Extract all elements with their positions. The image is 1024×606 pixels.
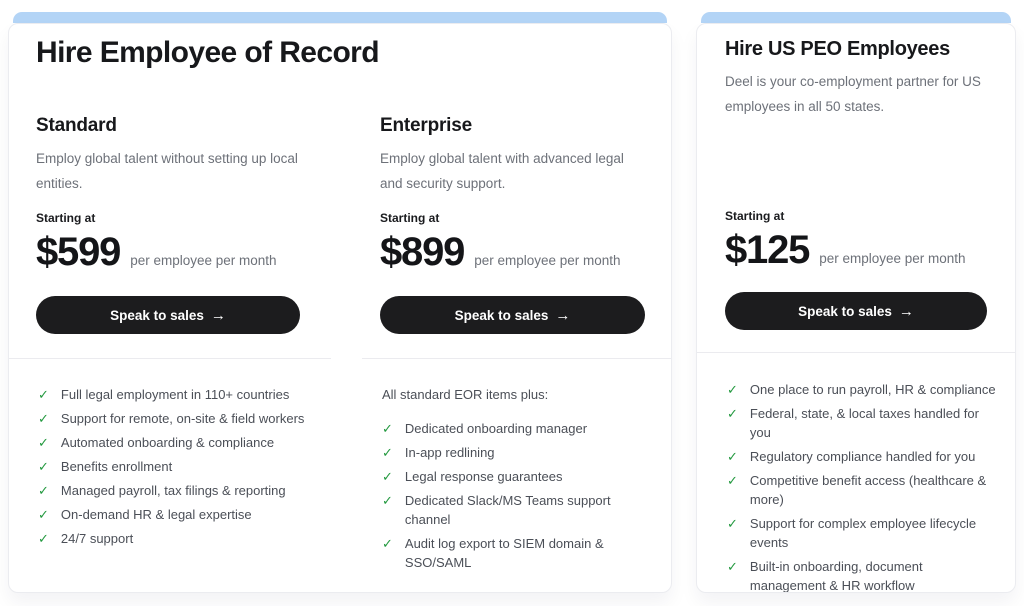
check-icon: ✓ bbox=[727, 473, 738, 488]
enterprise-price: $899 bbox=[380, 230, 465, 274]
peo-pricing-section: Hire US PEO Employees Deel is your co-em… bbox=[697, 37, 1015, 353]
eor-card-title: Hire Employee of Record bbox=[36, 36, 380, 69]
list-item: ✓ On-demand HR & legal expertise bbox=[38, 505, 313, 524]
check-icon: ✓ bbox=[382, 445, 393, 460]
feature-text: Built-in onboarding, document management… bbox=[749, 559, 923, 593]
list-item: ✓ Competitive benefit access (healthcare … bbox=[727, 471, 1001, 509]
check-icon: ✓ bbox=[38, 483, 49, 498]
eor-card-body: Hire Employee of Record Standard Employ … bbox=[8, 23, 672, 593]
standard-cta-label: Speak to sales bbox=[110, 307, 204, 323]
enterprise-features-intro: All standard EOR items plus: bbox=[382, 387, 549, 402]
enterprise-starting-at-label: Starting at bbox=[380, 211, 440, 225]
feature-text: One place to run payroll, HR & complianc… bbox=[749, 382, 996, 397]
peo-pricing-card: Hire US PEO Employees Deel is your co-em… bbox=[696, 12, 1016, 593]
plan-columns: Standard Employ global talent without se… bbox=[9, 115, 671, 577]
feature-text: Managed payroll, tax filings & reporting bbox=[60, 483, 286, 498]
feature-text: Full legal employment in 110+ countries bbox=[60, 387, 290, 402]
standard-price-suffix: per employee per month bbox=[130, 253, 277, 268]
standard-speak-to-sales-button[interactable]: Speak to sales → bbox=[36, 296, 300, 334]
feature-text: Support for complex employee lifecycle e… bbox=[749, 516, 977, 550]
standard-feature-list: ✓ Full legal employment in 110+ countries… bbox=[9, 359, 331, 548]
peo-feature-list: ✓ One place to run payroll, HR & complian… bbox=[697, 353, 1015, 593]
feature-text: Automated onboarding & compliance bbox=[60, 435, 275, 450]
feature-text: On-demand HR & legal expertise bbox=[60, 507, 252, 522]
peo-speak-to-sales-button[interactable]: Speak to sales → bbox=[725, 292, 987, 330]
feature-text: Federal, state, & local taxes handled fo… bbox=[749, 406, 979, 440]
check-icon: ✓ bbox=[38, 531, 49, 546]
peo-price-suffix: per employee per month bbox=[819, 251, 966, 266]
feature-text: Legal response guarantees bbox=[404, 469, 563, 484]
feature-text: In-app redlining bbox=[404, 445, 495, 460]
feature-text: Dedicated onboarding manager bbox=[404, 421, 588, 436]
card-accent-bar bbox=[701, 12, 1011, 23]
standard-plan-description: Employ global talent without setting up … bbox=[36, 151, 298, 191]
check-icon: ✓ bbox=[38, 411, 49, 426]
feature-text: Benefits enrollment bbox=[60, 459, 173, 474]
feature-text: Support for remote, on-site & field work… bbox=[60, 411, 305, 426]
enterprise-price-suffix: per employee per month bbox=[474, 253, 621, 268]
check-icon: ✓ bbox=[382, 536, 393, 551]
check-icon: ✓ bbox=[727, 382, 738, 397]
list-item: ✓ Audit log export to SIEM domain & SSO/S… bbox=[382, 534, 655, 572]
arrow-right-icon: → bbox=[898, 302, 914, 320]
peo-price: $125 bbox=[725, 228, 810, 272]
peo-card-title: Hire US PEO Employees bbox=[725, 38, 950, 60]
feature-text: 24/7 support bbox=[60, 531, 134, 546]
standard-price: $599 bbox=[36, 230, 121, 274]
list-item: ✓ Automated onboarding & compliance bbox=[38, 433, 313, 452]
feature-text: Dedicated Slack/MS Teams support channel bbox=[404, 493, 611, 527]
enterprise-cta-label: Speak to sales bbox=[454, 307, 549, 323]
peo-cta-label: Speak to sales bbox=[798, 303, 892, 319]
peo-card-description: Deel is your co-employment partner for U… bbox=[725, 74, 981, 114]
list-item: ✓ 24/7 support bbox=[38, 529, 313, 548]
list-item: ✓ Full legal employment in 110+ countries bbox=[38, 385, 313, 404]
enterprise-pricing-section: Enterprise Employ global talent with adv… bbox=[362, 115, 671, 359]
check-icon: ✓ bbox=[727, 559, 738, 574]
standard-starting-at-label: Starting at bbox=[36, 211, 96, 225]
check-icon: ✓ bbox=[382, 469, 393, 484]
enterprise-feature-list: All standard EOR items plus: ✓ Dedicated … bbox=[362, 359, 671, 572]
feature-text: Regulatory compliance handled for you bbox=[749, 449, 976, 464]
feature-text: Audit log export to SIEM domain & SSO/SA… bbox=[404, 536, 604, 570]
check-icon: ✓ bbox=[38, 459, 49, 474]
eor-pricing-card: Hire Employee of Record Standard Employ … bbox=[8, 12, 672, 593]
peo-price-row: $125 per employee per month bbox=[725, 228, 987, 272]
list-item: ✓ Support for remote, on-site & field wor… bbox=[38, 409, 313, 428]
check-icon: ✓ bbox=[727, 406, 738, 421]
check-icon: ✓ bbox=[727, 516, 738, 531]
list-item: ✓ Support for complex employee lifecycle … bbox=[727, 514, 1001, 552]
list-item: ✓ Benefits enrollment bbox=[38, 457, 313, 476]
enterprise-plan-description: Employ global talent with advanced legal… bbox=[380, 151, 624, 191]
enterprise-price-row: $899 per employee per month bbox=[380, 230, 645, 274]
card-accent-bar bbox=[13, 12, 667, 23]
check-icon: ✓ bbox=[382, 421, 393, 436]
arrow-right-icon: → bbox=[555, 306, 571, 324]
check-icon: ✓ bbox=[38, 435, 49, 450]
check-icon: ✓ bbox=[38, 387, 49, 402]
check-icon: ✓ bbox=[727, 449, 738, 464]
plan-enterprise: Enterprise Employ global talent with adv… bbox=[362, 115, 671, 577]
check-icon: ✓ bbox=[38, 507, 49, 522]
feature-text: Competitive benefit access (healthcare &… bbox=[749, 473, 987, 507]
standard-price-row: $599 per employee per month bbox=[36, 230, 300, 274]
list-item: ✓ Dedicated onboarding manager bbox=[382, 419, 655, 438]
list-item: ✓ Dedicated Slack/MS Teams support channe… bbox=[382, 491, 655, 529]
peo-card-body: Hire US PEO Employees Deel is your co-em… bbox=[696, 23, 1016, 593]
standard-pricing-section: Standard Employ global talent without se… bbox=[9, 115, 331, 359]
plan-standard: Standard Employ global talent without se… bbox=[9, 115, 331, 577]
standard-plan-name: Standard bbox=[36, 115, 117, 136]
enterprise-plan-name: Enterprise bbox=[380, 115, 472, 136]
check-icon: ✓ bbox=[382, 493, 393, 508]
list-item: ✓ Managed payroll, tax filings & reportin… bbox=[38, 481, 313, 500]
list-item: ✓ Built-in onboarding, document managemen… bbox=[727, 557, 1001, 593]
enterprise-speak-to-sales-button[interactable]: Speak to sales → bbox=[380, 296, 645, 334]
list-item: ✓ Legal response guarantees bbox=[382, 467, 655, 486]
peo-starting-at-label: Starting at bbox=[725, 209, 785, 223]
list-item: ✓ In-app redlining bbox=[382, 443, 655, 462]
list-item: ✓ Federal, state, & local taxes handled f… bbox=[727, 404, 1001, 442]
list-item: ✓ Regulatory compliance handled for you bbox=[727, 447, 1001, 466]
list-item: ✓ One place to run payroll, HR & complian… bbox=[727, 380, 1001, 399]
arrow-right-icon: → bbox=[210, 306, 226, 324]
